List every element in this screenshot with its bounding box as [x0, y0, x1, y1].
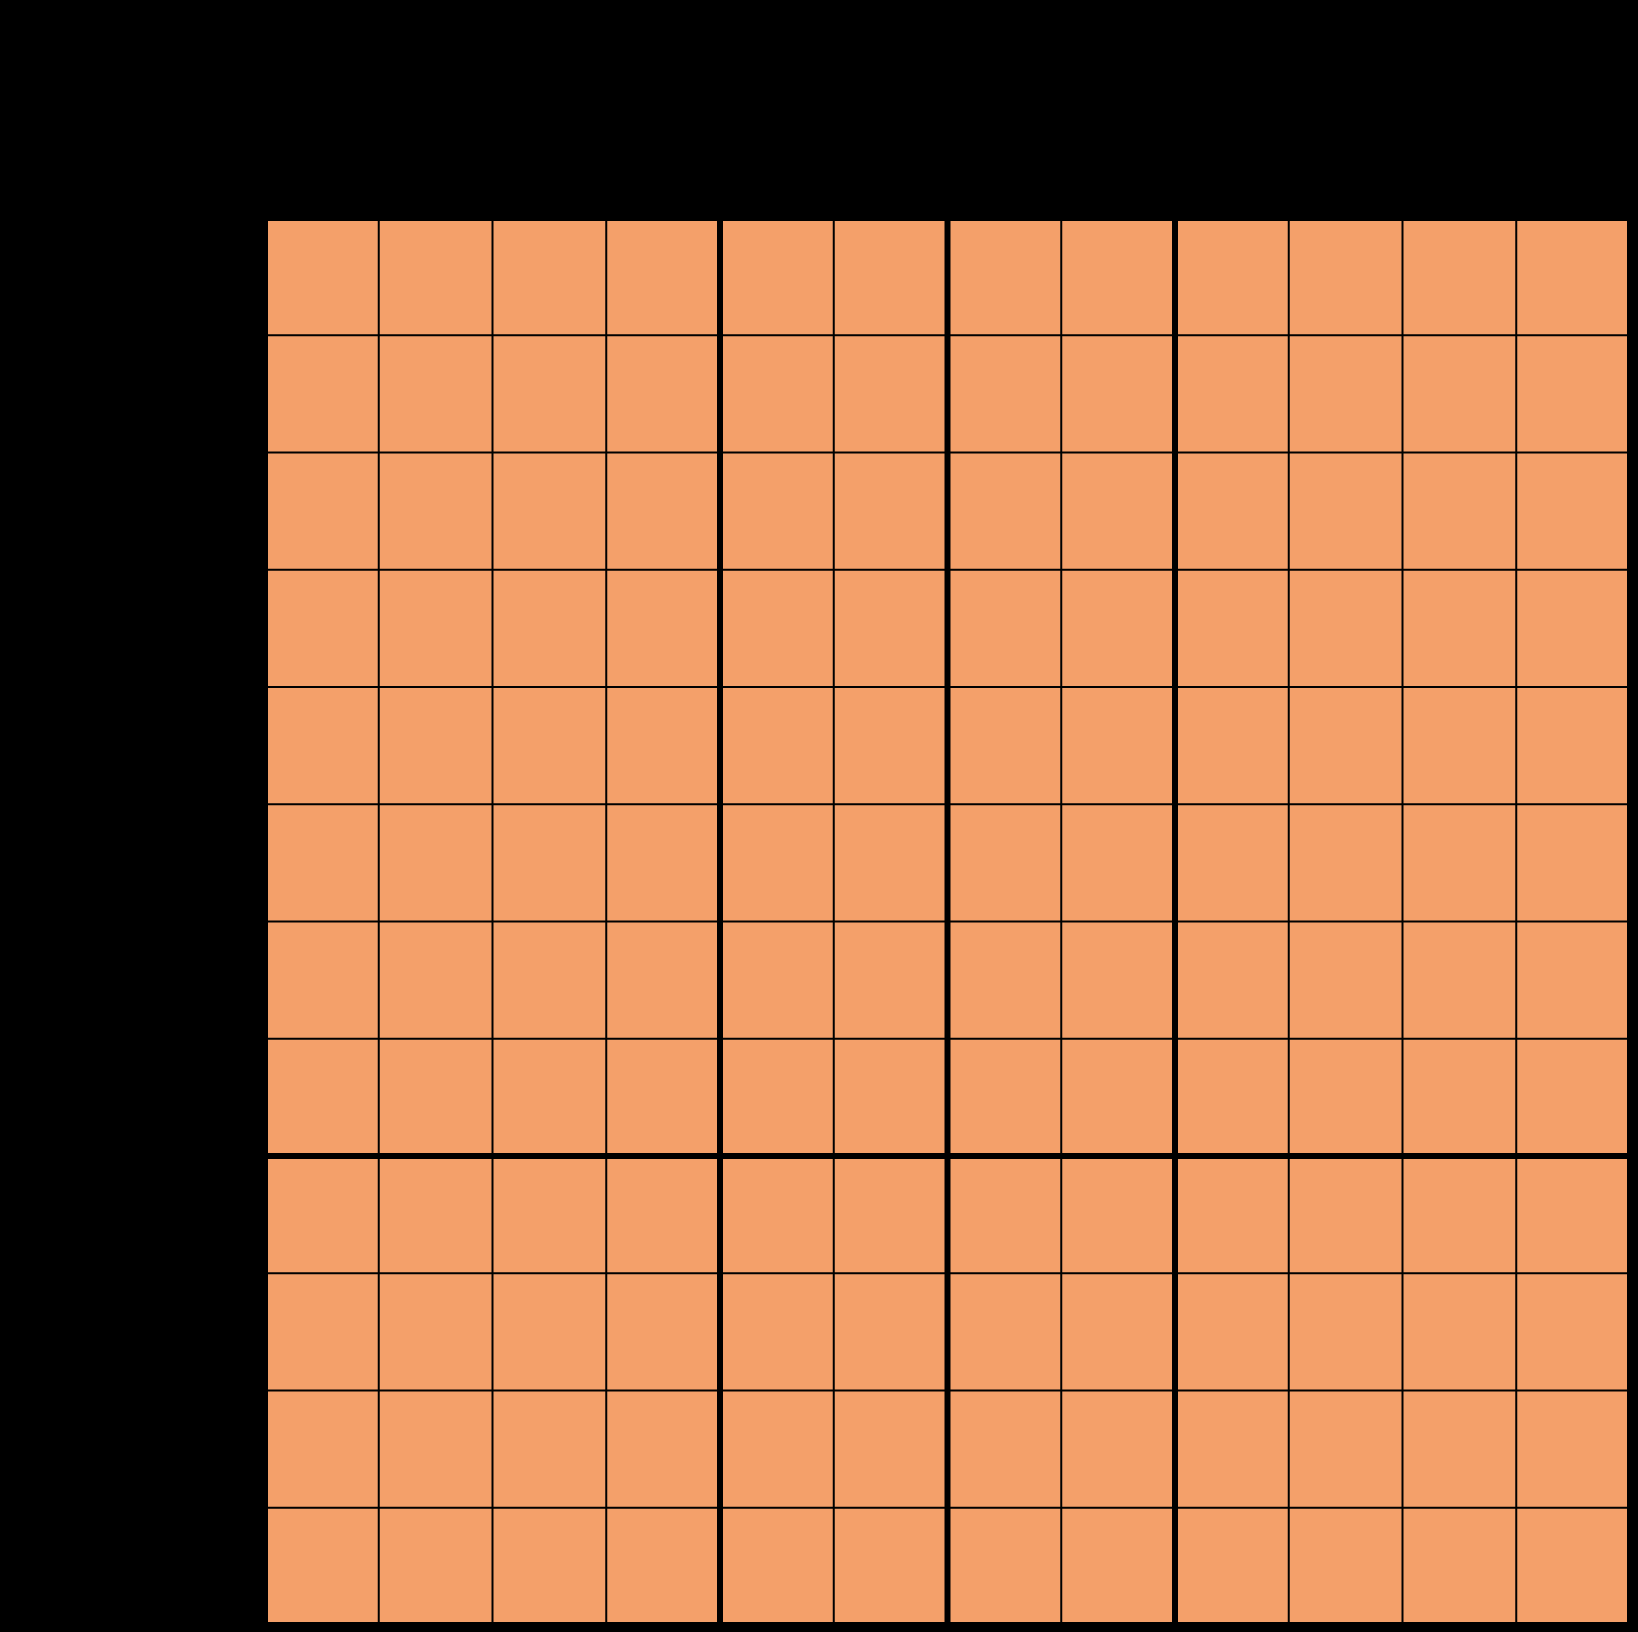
- left-label: 4: [99, 1321, 160, 1444]
- top-label: 2: [803, 69, 864, 192]
- top-label: 4: [1372, 69, 1433, 192]
- left-label: 8: [99, 617, 160, 740]
- grid-svg: 4 2 2 4 8 4: [0, 0, 1638, 1632]
- grid-diagram: 4 2 2 4 8 4: [0, 0, 1638, 1632]
- top-label: 4: [462, 69, 523, 192]
- top-label: 2: [1031, 69, 1092, 192]
